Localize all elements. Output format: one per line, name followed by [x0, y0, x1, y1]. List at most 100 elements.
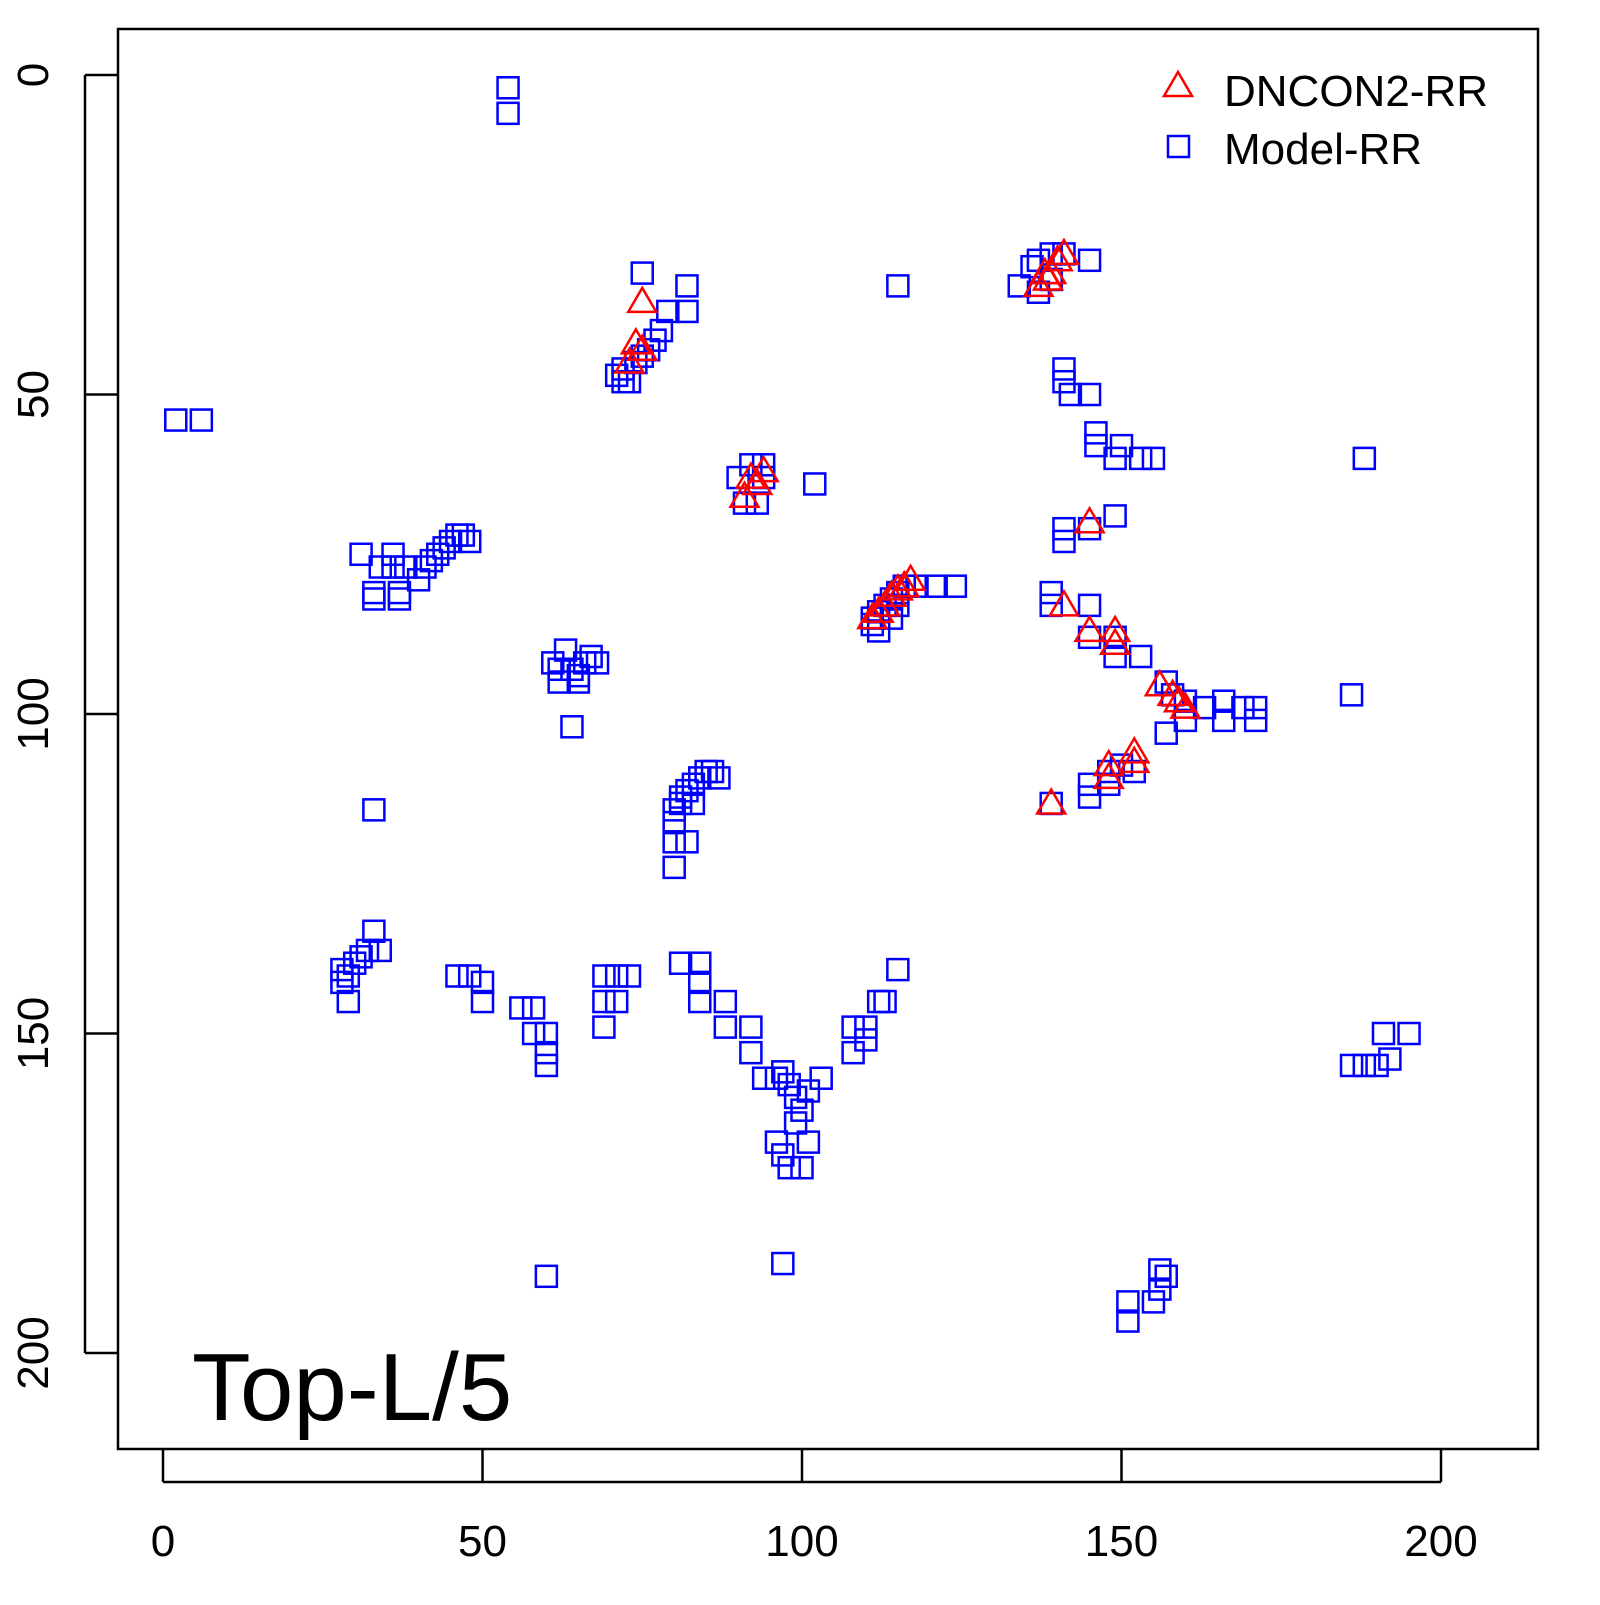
x-axis: 0 50 100 150 200 — [151, 1449, 1478, 1566]
model-rr-point — [662, 798, 686, 822]
model-rr-point — [445, 523, 469, 547]
dncon2-rr-point — [626, 285, 659, 314]
model-rr-point — [560, 715, 584, 739]
legend-label-model: Model-RR — [1224, 125, 1422, 174]
model-rr-point — [681, 772, 706, 797]
model-rr-point — [1243, 695, 1268, 720]
model-rr-point — [604, 989, 629, 1014]
model-rr-point — [1116, 1290, 1140, 1314]
model-rr-point — [470, 970, 495, 995]
dncon2-rr-point — [881, 572, 915, 601]
model-rr-point — [362, 587, 386, 611]
model-rr-point — [592, 989, 616, 1014]
model-rr-point — [496, 101, 520, 126]
model-rr-point — [783, 1111, 808, 1135]
model-rr-point — [1103, 446, 1127, 471]
model-rr-point — [662, 830, 686, 854]
model-rr-point — [438, 529, 463, 554]
legend-square-marker — [1166, 134, 1191, 159]
model-rr-point — [451, 523, 476, 547]
model-rr-point — [387, 580, 412, 605]
legend: DNCON2-RR Model-RR — [1161, 67, 1488, 174]
y-tick-label: 100 — [9, 677, 58, 750]
model-rr-point — [1148, 1258, 1172, 1282]
dncon2-rr-point — [747, 454, 780, 483]
model-rr-point — [1084, 433, 1108, 458]
model-rr-point — [1052, 357, 1076, 381]
model-rr-point — [739, 1015, 763, 1039]
model-rr-point — [1039, 580, 1063, 605]
dncon2-rr-point — [875, 579, 908, 608]
model-rr-point — [668, 951, 693, 975]
dncon2-rr-point — [1047, 588, 1081, 617]
dncon2-rr-point — [862, 595, 895, 624]
model-rr-point — [1052, 516, 1076, 541]
model-rr-point — [1116, 1309, 1140, 1333]
model-rr-point — [1077, 593, 1102, 618]
model-rr-point — [1077, 785, 1102, 809]
model-rr-point — [362, 798, 386, 822]
model-rr-point — [1339, 683, 1364, 707]
model-rr-point — [566, 670, 591, 694]
model-rr-point — [1141, 446, 1166, 471]
model-rr-point — [1109, 433, 1134, 458]
model-rr-point — [585, 651, 610, 675]
model-rr-point — [560, 657, 584, 682]
model-rr-point — [355, 938, 380, 963]
model-rr-point — [764, 1066, 789, 1090]
dncon2-rr-point — [1162, 684, 1196, 713]
model-rr-point — [1154, 721, 1178, 745]
model-rr-point — [771, 1143, 795, 1167]
model-rr-point — [496, 76, 520, 100]
model-rr-point — [739, 1040, 763, 1065]
x-tick-label: 0 — [151, 1517, 175, 1566]
legend-label-dncon2: DNCON2-RR — [1224, 67, 1488, 116]
model-rr-point — [841, 1040, 865, 1065]
model-rr-point — [1128, 644, 1153, 669]
model-rr-point — [1128, 446, 1153, 471]
model-rr-point — [681, 791, 706, 816]
model-rr-point — [771, 1060, 795, 1084]
y-axis: 0 50 100 150 200 — [9, 63, 118, 1390]
model-rr-point — [675, 778, 699, 803]
model-rr-point — [349, 945, 373, 969]
model-rr-point — [604, 363, 629, 388]
legend-triangle-marker — [1161, 69, 1195, 98]
model-rr-point — [688, 989, 712, 1014]
model-rr-point — [592, 1015, 616, 1039]
model-rr-point — [688, 970, 712, 995]
model-rr-point — [1352, 446, 1377, 471]
y-tick-label: 50 — [9, 370, 58, 419]
model-rr-point — [1052, 369, 1076, 394]
model-rr-point — [521, 996, 546, 1020]
model-rr-point — [1339, 1053, 1364, 1078]
y-tick-label: 0 — [9, 63, 58, 87]
model-rr-point — [579, 644, 603, 669]
model-rr-point — [541, 651, 565, 675]
model-rr-point — [771, 1251, 795, 1276]
model-rr-point — [572, 651, 597, 675]
dncon2-rr-point — [1092, 748, 1125, 777]
model-rr-point — [1231, 695, 1255, 720]
x-tick-label: 150 — [1085, 1517, 1158, 1566]
plot-frame — [116, 27, 1540, 1451]
model-rr-point — [1211, 708, 1236, 733]
model-rr-point — [547, 670, 571, 694]
dncon2-rr-point — [1118, 735, 1151, 764]
dncon2-rr-point — [1047, 237, 1081, 266]
model-rr-point — [777, 1155, 801, 1180]
dncon2-rr-point — [1098, 614, 1132, 643]
model-rr-point — [457, 964, 482, 988]
model-rr-point — [688, 766, 712, 790]
model-rr-point — [547, 657, 571, 682]
model-rr-point — [866, 619, 891, 643]
model-rr-point — [336, 964, 361, 988]
dncon2-rr-point — [1073, 614, 1106, 643]
model-rr-point — [432, 536, 456, 560]
model-rr-point — [509, 996, 533, 1020]
model-rr-point — [566, 663, 591, 688]
model-rr-point — [457, 529, 482, 554]
model-rr-point — [688, 951, 712, 975]
dncon2-rr-point — [1092, 761, 1125, 790]
